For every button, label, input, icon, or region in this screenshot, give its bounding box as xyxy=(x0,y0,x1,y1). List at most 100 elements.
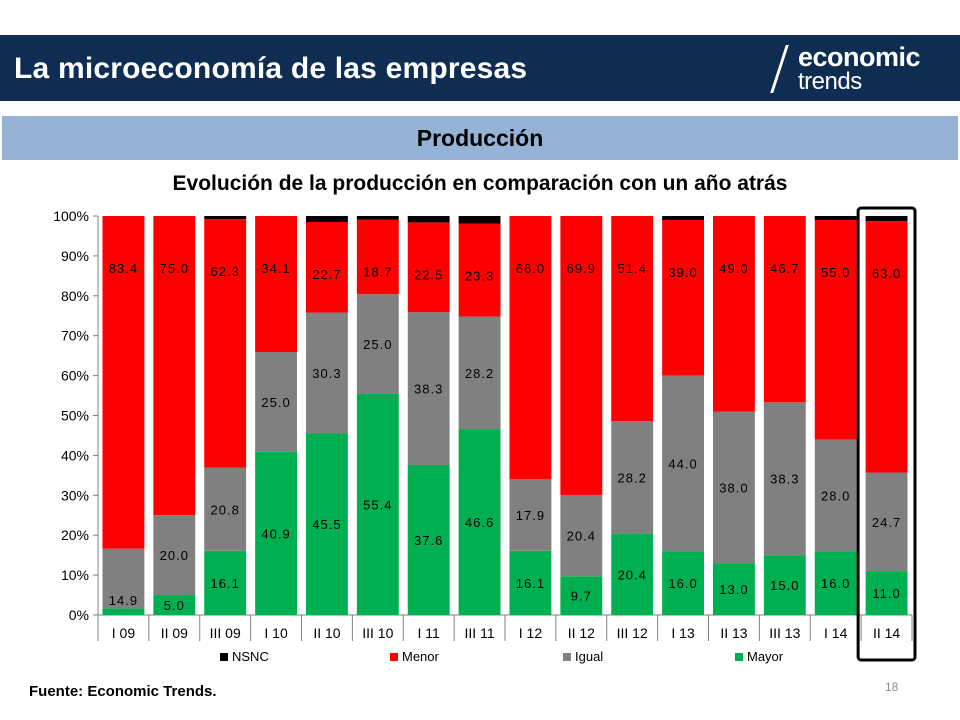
legend-label-nsnc: NSNC xyxy=(232,649,269,664)
chart-title: Evolución de la producción en comparació… xyxy=(173,172,788,195)
bar-menor xyxy=(763,216,806,403)
legend-label-igual: Igual xyxy=(575,649,603,664)
bar-menor xyxy=(611,216,654,422)
bar-igual xyxy=(763,402,806,556)
bar-mayor xyxy=(560,576,603,615)
data-label-mayor: 16.1 xyxy=(516,576,545,591)
bar-menor xyxy=(509,216,552,480)
bar-igual xyxy=(662,375,704,552)
data-label-menor: 18.7 xyxy=(363,265,392,280)
data-label-igual: 20.0 xyxy=(160,548,189,563)
data-label-igual: 28.2 xyxy=(465,366,494,381)
legend-label-menor: Menor xyxy=(402,649,440,664)
data-label-igual: 17.9 xyxy=(516,508,545,523)
data-label-mayor: 11.0 xyxy=(872,586,900,601)
bar-mayor xyxy=(814,551,857,615)
highlight-box xyxy=(856,206,917,662)
bar-menor xyxy=(458,223,501,317)
data-label-igual: 38.0 xyxy=(719,480,748,495)
y-tick-label: 40% xyxy=(61,447,89,463)
data-label-mayor: 16.1 xyxy=(211,576,240,591)
bar-menor xyxy=(153,216,196,516)
data-label-mayor: 5.0 xyxy=(164,598,185,613)
data-label-igual: 25.0 xyxy=(363,337,392,352)
data-label-menor: 49.0 xyxy=(719,261,748,276)
x-tick-label: III 11 xyxy=(465,625,495,641)
bar-menor xyxy=(306,221,348,313)
bar-mayor xyxy=(509,550,552,615)
section-bar: Producción xyxy=(2,116,958,160)
plot-area: 0%10%20%30%40%50%60%70%80%90%100%1.714.9… xyxy=(53,206,917,664)
data-label-mayor: 46.6 xyxy=(465,515,494,530)
data-label-igual: 24.7 xyxy=(872,515,901,530)
bar-igual xyxy=(713,411,755,564)
data-label-igual: 38.3 xyxy=(414,382,443,397)
bar-igual xyxy=(255,352,297,452)
data-label-igual: 20.4 xyxy=(567,529,596,544)
data-label-igual: 38.3 xyxy=(770,472,799,487)
data-label-menor: 34.1 xyxy=(261,261,290,276)
legend-swatch-menor xyxy=(390,653,398,661)
x-tick-label: I 11 xyxy=(418,625,441,641)
x-tick-label: I 13 xyxy=(671,625,695,641)
data-label-menor: 75.0 xyxy=(160,261,189,276)
data-label-igual: 30.3 xyxy=(312,366,341,381)
bar-igual xyxy=(407,312,450,465)
x-tick-label: I 10 xyxy=(264,625,288,641)
economic-trends-logo: economic trends xyxy=(770,41,954,97)
y-tick-label: 70% xyxy=(61,328,89,344)
bar-igual xyxy=(306,312,348,434)
bar-igual xyxy=(458,316,501,430)
x-tick-label: II 14 xyxy=(873,625,900,641)
bar-menor xyxy=(407,222,450,313)
data-label-mayor: 40.9 xyxy=(261,526,290,541)
production-chart: Evolución de la producción en comparació… xyxy=(53,172,917,664)
page-number: 18 xyxy=(885,680,899,694)
data-label-mayor: 45.5 xyxy=(312,517,341,532)
bar-mayor xyxy=(713,563,755,615)
y-tick-label: 50% xyxy=(61,408,89,424)
data-label-menor: 23.3 xyxy=(465,269,494,284)
bar-mayor xyxy=(458,429,501,615)
data-label-mayor: 37.6 xyxy=(414,533,443,548)
bar-nsnc xyxy=(204,216,247,220)
bar-igual xyxy=(102,548,145,609)
bar-menor xyxy=(865,221,908,473)
bar-mayor xyxy=(407,464,450,615)
source-text: Fuente: Economic Trends. xyxy=(29,683,217,700)
bar-nsnc xyxy=(662,216,704,220)
data-label-mayor: 16.0 xyxy=(821,576,850,591)
bar-nsnc xyxy=(458,216,501,224)
bar-nsnc xyxy=(407,216,450,223)
x-tick-label: II 13 xyxy=(720,625,747,641)
bar-igual xyxy=(509,479,552,551)
x-tick-label: III 10 xyxy=(362,625,393,641)
title-bar: La microeconomía de las empresas economi… xyxy=(0,35,960,101)
data-label-menor: 55.0 xyxy=(821,265,850,280)
data-label-menor: 83.4 xyxy=(109,261,138,276)
bar-igual xyxy=(153,515,196,596)
data-label-menor: 62.3 xyxy=(211,264,240,279)
bar-nsnc xyxy=(865,216,908,222)
data-label-igual: 28.2 xyxy=(618,470,647,485)
data-label-menor: 51.4 xyxy=(618,261,647,276)
data-label-igual: 20.8 xyxy=(211,502,240,517)
x-tick-label: I 09 xyxy=(112,625,136,641)
x-tick-label: III 12 xyxy=(617,625,648,641)
bar-menor xyxy=(204,219,247,468)
bar-menor xyxy=(102,216,145,549)
y-tick-label: 100% xyxy=(53,208,89,224)
y-tick-label: 20% xyxy=(61,527,89,543)
bar-mayor xyxy=(763,555,806,615)
bar-nsnc xyxy=(814,216,857,220)
bar-mayor xyxy=(356,393,399,615)
legend-label-mayor: Mayor xyxy=(747,649,784,664)
data-label-menor: 46.7 xyxy=(770,261,799,276)
logo-slash-icon xyxy=(770,45,789,93)
data-label-menor: 39.0 xyxy=(668,265,697,280)
data-label-igual: 14.9 xyxy=(109,593,138,608)
data-label-igual: 25.0 xyxy=(261,395,290,410)
x-tick-label: III 09 xyxy=(210,625,241,641)
x-tick-label: II 12 xyxy=(568,625,595,641)
logo-line-1: economic xyxy=(798,42,921,72)
